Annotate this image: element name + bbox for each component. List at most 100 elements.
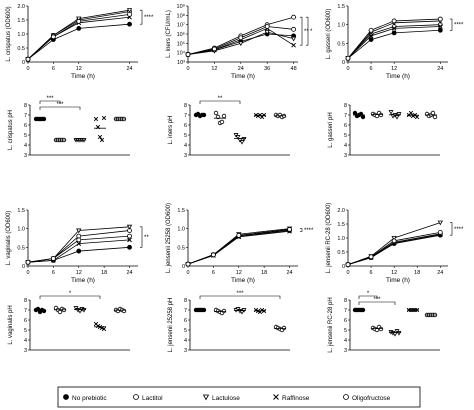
data-point <box>126 8 133 14</box>
y-tick-label: 6 <box>24 123 27 129</box>
y-tick-label: 7 <box>344 113 347 119</box>
data-point <box>213 110 219 116</box>
y-tick-label: 10⁴ <box>177 50 186 57</box>
data-point <box>291 26 297 32</box>
y-tick-label: 1.0 <box>337 23 345 29</box>
significance-bracket <box>199 100 241 104</box>
x-tick-label: 6 <box>370 66 373 72</box>
x-tick-label: 24 <box>238 66 244 72</box>
y-tick-label: 5 <box>24 133 27 139</box>
panel-3: 0 0.5 1.0 1.5 L. gasseri (OD600) 0 6 12 24 Time (… <box>326 4 464 80</box>
series-line <box>347 232 441 265</box>
data-point <box>76 248 82 254</box>
data-point <box>392 332 398 337</box>
x-tick-label: 24 <box>437 270 443 276</box>
legend-marker <box>202 394 210 401</box>
legend-item: Oligofructose <box>343 394 391 402</box>
legend-item: No prebiotic <box>63 394 107 402</box>
significance-label: **** <box>144 15 154 21</box>
legend-marker <box>273 394 279 400</box>
y-axis-label: L. jensenii 25258 pH <box>168 298 174 353</box>
x-tick-label: 18 <box>101 270 107 276</box>
y-tick-label: 10⁵ <box>177 40 185 47</box>
y-tick-label: 0 <box>342 264 345 270</box>
y-tick-label: 5 <box>184 328 187 334</box>
y-axis-label: L. iners pH <box>168 115 174 144</box>
x-tick-label: 0 <box>186 66 189 72</box>
y-tick-label: 7 <box>184 308 187 314</box>
data-point <box>76 228 82 234</box>
y-tick-label: 4 <box>24 143 27 149</box>
y-tick-label: 0 <box>182 264 185 270</box>
legend-box <box>57 386 421 408</box>
x-tick-label: 12 <box>391 66 397 72</box>
y-tick-label: 3 <box>344 153 347 159</box>
data-point <box>101 115 107 121</box>
data-point <box>238 35 244 41</box>
data-point <box>408 110 414 116</box>
panel-2: 10³ 10⁴ 10⁵ 10⁶ 10⁷ 10⁸ 10⁹ L. iners (CFU/mL) 0 1… <box>166 3 313 80</box>
y-tick-label: 3 <box>184 153 187 159</box>
series-line <box>347 26 441 59</box>
series-line <box>27 239 130 263</box>
y-axis-label: L. crispatus (OD600) <box>6 6 12 61</box>
significance-label: *** <box>236 291 244 297</box>
y-tick-label: 3 <box>184 348 187 354</box>
significance-bracket <box>300 228 303 232</box>
y-axis-label: L. vaginalis pH <box>8 305 14 344</box>
y-tick-label: 4 <box>344 143 347 149</box>
data-point <box>210 252 216 258</box>
legend: No prebiotic Lactitol Lactulose Raffinose Ol… <box>57 386 421 408</box>
y-tick-label: 2.0 <box>17 4 25 10</box>
legend-label: Lactitol <box>142 395 163 402</box>
y-axis-label: L. jensenii RC-28 (OD600) <box>326 203 332 274</box>
y-tick-label: 8 <box>184 298 187 304</box>
significance-bracket <box>300 16 303 46</box>
data-point <box>391 26 397 31</box>
data-point <box>76 25 82 31</box>
y-axis-label: L. gasseri (OD600) <box>326 9 332 60</box>
data-point <box>368 37 374 42</box>
legend-label: Raffinose <box>282 395 310 402</box>
x-tick-label: 18 <box>261 270 267 276</box>
significance-label: *** <box>56 102 64 108</box>
y-axis-label: L. vaginalis (OD600) <box>6 211 12 266</box>
data-point <box>211 46 217 52</box>
y-tick-label: 3 <box>24 348 27 354</box>
y-tick-label: 7 <box>24 113 27 119</box>
legend-item: Lactitol <box>133 394 163 402</box>
panel-9: 0 0.5 1.0 1.5 2.0 L. jensenii RC-28 (OD600) 0 6… <box>326 203 464 284</box>
x-tick-label: 12 <box>76 66 82 72</box>
significance-label: * <box>69 291 72 297</box>
y-tick-label: 0 <box>342 60 345 66</box>
y-tick-label: 4 <box>344 338 347 344</box>
data-point <box>121 308 127 314</box>
panel-1: 0 0.5 1.0 1.5 2.0 L. crispatus (OD600) 0 6 12 24 T… <box>6 4 154 80</box>
x-axis-label: Time (h) <box>386 73 410 80</box>
y-axis-label: L. iners (CFU/mL) <box>166 10 172 58</box>
y-tick-label: 1.0 <box>337 236 345 242</box>
y-tick-label: 1.5 <box>337 222 345 228</box>
series-line <box>27 14 130 60</box>
y-tick-label: 1.0 <box>177 227 185 233</box>
data-point <box>219 119 225 125</box>
data-point <box>127 244 132 250</box>
x-tick-label: 12 <box>236 270 242 276</box>
data-point <box>291 42 296 48</box>
data-point <box>290 36 297 42</box>
data-point <box>76 18 82 24</box>
significance-label: **** <box>454 23 464 29</box>
data-point <box>437 27 443 33</box>
y-tick-label: 8 <box>184 103 187 109</box>
y-tick-label: 1.5 <box>177 208 185 214</box>
data-point <box>437 16 443 22</box>
data-point <box>221 113 227 119</box>
y-tick-label: 0 <box>22 60 25 66</box>
x-tick-label: 24 <box>126 66 132 72</box>
y-tick-label: 0.5 <box>337 41 345 47</box>
data-point <box>368 254 374 260</box>
data-point <box>50 256 56 261</box>
data-point <box>185 261 191 267</box>
significance-label: ** <box>304 29 309 35</box>
